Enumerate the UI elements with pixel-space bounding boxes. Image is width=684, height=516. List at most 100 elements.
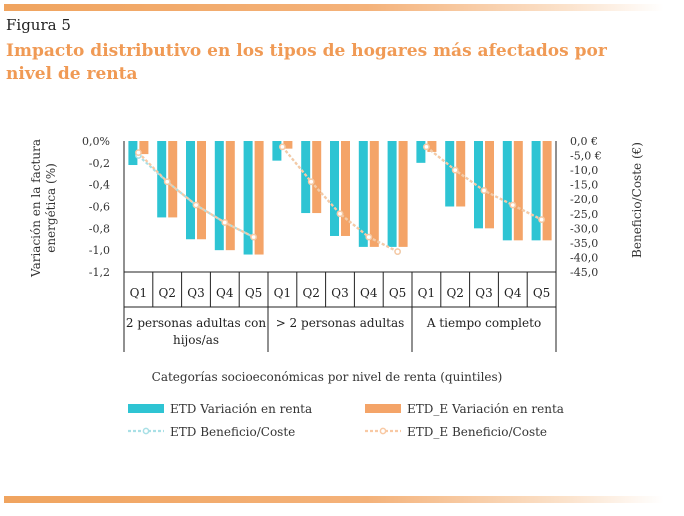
- quintile-tick-label: Q2: [302, 286, 319, 300]
- line-etd-e-beneficio-coste: [425, 145, 543, 221]
- y-right-tick-label: -35,0: [570, 237, 598, 250]
- bar-etd-e-variacion: [427, 141, 437, 152]
- bar-etd-e-variacion: [542, 141, 552, 241]
- y-right-tick-label: -25,0: [570, 208, 598, 221]
- line-etd-e-beneficio-coste: [137, 151, 255, 239]
- y-left-tick-label: -0,6: [89, 201, 110, 214]
- quintile-tick-label: Q5: [389, 286, 406, 300]
- quintile-tick-label: Q3: [187, 286, 204, 300]
- point-etd-e-beneficio-coste: [307, 178, 315, 186]
- legend-swatch-bar: [365, 404, 401, 413]
- bar-etd-e-variacion: [456, 141, 466, 207]
- bar-etd-variacion: [445, 141, 455, 207]
- bar-etd-variacion: [387, 141, 397, 247]
- group-label: 2 personas adultas con hijos/as: [126, 316, 267, 347]
- bottom-accent-bar: [4, 496, 664, 503]
- quintile-tick-label: Q1: [274, 286, 291, 300]
- point-etd-e-beneficio-coste: [135, 149, 142, 156]
- bar-etd-e-variacion: [283, 141, 293, 149]
- x-axis-title: Categorías socioeconómicas por nivel de …: [152, 370, 503, 384]
- quintile-tick-label: Q4: [504, 286, 522, 300]
- figure-title: Impacto distributivo en los tipos de hog…: [6, 41, 607, 84]
- y-right-tick-label: -45,0: [570, 266, 598, 279]
- legend-label: ETD_E Variación en renta: [407, 402, 564, 416]
- legend-label: ETD Variación en renta: [170, 402, 312, 416]
- bar-etd-variacion: [474, 141, 483, 229]
- bar-etd-variacion: [243, 141, 253, 255]
- quintile-tick-label: Q4: [216, 286, 234, 300]
- quintile-tick-label: Q1: [130, 286, 147, 300]
- y-right-axis-title: Beneficio/Coste (€): [630, 142, 644, 258]
- bar-etd-variacion: [214, 141, 224, 251]
- point-etd-e-beneficio-coste: [365, 233, 373, 241]
- point-etd-e-beneficio-coste: [451, 166, 459, 174]
- point-etd-e-beneficio-coste: [423, 143, 430, 151]
- bar-etd-e-variacion: [398, 141, 408, 247]
- legend-swatch-marker: [142, 427, 150, 435]
- y-left-tick-label: -0,4: [89, 179, 110, 192]
- quintile-tick-label: Q2: [158, 286, 175, 300]
- y-left-tick-label: -1,0: [89, 244, 110, 257]
- figure-label: Figura 5: [6, 16, 71, 34]
- bar-etd-e-variacion: [254, 141, 264, 255]
- legend-label: ETD Beneficio/Coste: [170, 425, 295, 439]
- y-left-tick-label: 0,0%: [82, 135, 110, 148]
- y-left-axis-title: Variación en la facturaenergética (%): [29, 139, 58, 278]
- bar-etd-e-variacion: [513, 141, 523, 241]
- bar-etd-e-variacion: [225, 141, 235, 251]
- y-left-tick-label: -0,2: [89, 157, 110, 170]
- bar-etd-variacion: [502, 141, 512, 241]
- bar-etd-variacion: [358, 141, 368, 247]
- bar-etd-variacion: [416, 141, 426, 163]
- bar-etd-e-variacion: [168, 141, 178, 218]
- point-etd-e-beneficio-coste: [538, 216, 545, 223]
- line-etd-beneficio-coste: [425, 145, 543, 221]
- point-etd-e-beneficio-coste: [163, 178, 171, 186]
- line-etd-beneficio-coste: [137, 154, 255, 239]
- quintile-tick-label: Q5: [245, 286, 262, 300]
- bar-etd-variacion: [157, 141, 167, 218]
- legend-label: ETD_E Beneficio/Coste: [407, 425, 547, 439]
- bar-etd-e-variacion: [369, 141, 379, 247]
- point-etd-e-beneficio-coste: [250, 233, 257, 241]
- y-left-tick-label: -1,2: [89, 266, 110, 279]
- y-right-tick-label: -30,0: [570, 222, 598, 235]
- point-etd-e-beneficio-coste: [480, 187, 488, 194]
- quintile-tick-label: Q2: [446, 286, 463, 300]
- point-etd-e-beneficio-coste: [221, 219, 229, 226]
- bar-etd-variacion: [186, 141, 195, 240]
- quintile-tick-label: Q1: [418, 286, 435, 300]
- quintile-tick-label: Q3: [331, 286, 348, 300]
- y-right-tick-label: -5,0 €: [570, 150, 602, 163]
- group-label: > 2 personas adultas: [276, 316, 405, 330]
- legend-swatch-bar: [128, 404, 164, 413]
- y-left-tick-label: -0,8: [89, 222, 110, 235]
- point-etd-e-beneficio-coste: [279, 143, 286, 151]
- y-right-tick-label: -20,0: [570, 193, 598, 206]
- top-accent-bar: [4, 4, 664, 11]
- point-etd-e-beneficio-coste: [192, 201, 200, 209]
- quintile-tick-label: Q5: [533, 286, 550, 300]
- bar-etd-variacion: [531, 141, 541, 241]
- bar-etd-e-variacion: [341, 141, 350, 236]
- line-etd-e-beneficio-coste: [281, 146, 399, 253]
- y-right-tick-label: 0,0 €: [570, 135, 598, 148]
- point-etd-e-beneficio-coste: [336, 210, 344, 218]
- bar-etd-e-variacion: [197, 141, 206, 240]
- bar-etd-variacion: [301, 141, 311, 214]
- bar-etd-variacion: [128, 141, 138, 166]
- group-label: A tiempo completo: [426, 316, 541, 330]
- y-right-tick-label: -10,0: [570, 164, 598, 177]
- line-etd-beneficio-coste: [281, 146, 399, 253]
- bar-etd-variacion: [272, 141, 282, 161]
- legend-swatch-marker: [379, 427, 387, 435]
- bar-etd-variacion: [330, 141, 339, 236]
- y-right-tick-label: -40,0: [570, 251, 598, 264]
- quintile-tick-label: Q4: [360, 286, 378, 300]
- point-etd-e-beneficio-coste: [394, 248, 401, 255]
- bar-etd-e-variacion: [139, 141, 149, 155]
- bar-etd-e-variacion: [485, 141, 494, 229]
- quintile-tick-label: Q3: [475, 286, 492, 300]
- point-etd-e-beneficio-coste: [509, 201, 517, 209]
